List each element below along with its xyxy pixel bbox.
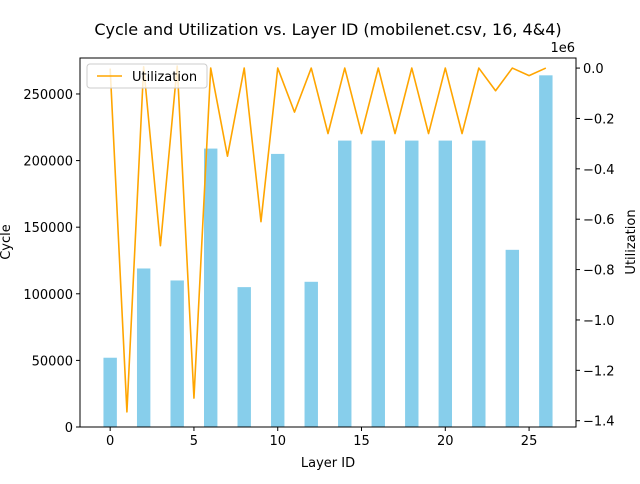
y-tick-label: 250000 [23,88,73,103]
legend-box [86,63,208,89]
x-tick-label: 0 [106,434,114,449]
y-tick-label: 150000 [23,221,73,236]
bar [472,140,486,428]
legend: Utilization [86,63,208,89]
x-tick-label: 20 [437,434,454,449]
y2-tick-label: −0.8 [583,264,615,279]
y2-axis-label: Utilization [624,209,639,274]
y2-offset-label: 1e6 [550,41,575,56]
chart-title: Cycle and Utilization vs. Layer ID (mobi… [94,20,561,39]
bar [103,357,117,427]
bars-layer [103,75,553,428]
y-axis-left: 0 50000 100000 150000 200000 250000 [23,88,80,436]
y-tick-label: 100000 [23,288,73,303]
bar [505,249,520,427]
y2-tick-label: −0.6 [583,213,615,228]
y-tick-label: 0 [65,421,73,436]
x-axis: 0 5 10 15 20 25 [106,427,537,449]
y2-tick-label: −1.2 [583,364,615,379]
y2-tick-label: −1.4 [583,415,615,430]
bar [237,287,251,427]
bar [304,281,318,427]
line-layer [109,65,547,413]
x-tick-label: 10 [269,434,286,449]
y-axis-right: 0.0 −0.2 −0.4 −0.6 −0.8 −1.0 −1.2 −1.4 [576,62,615,430]
plot-frame [79,57,577,428]
legend-label: Utilization [132,70,197,85]
y2-tick-label: −0.2 [583,112,615,127]
bar [136,268,151,427]
bar [170,280,184,427]
bar [539,75,553,427]
bar [204,148,218,427]
x-tick-label: 15 [353,434,370,449]
x-tick-label: 25 [521,434,538,449]
x-tick-label: 5 [190,434,198,449]
y2-tick-label: −1.0 [583,314,615,329]
utilization-line [109,65,547,413]
bar [371,140,385,428]
bar [271,153,285,427]
y-tick-label: 50000 [32,354,73,369]
bar [338,140,352,428]
y-axis-label: Cycle [0,224,14,260]
y-tick-label: 200000 [23,155,73,170]
y2-tick-label: −0.4 [583,163,615,178]
bar [405,140,419,428]
x-axis-label: Layer ID [301,456,355,471]
y2-tick-label: 0.0 [583,62,604,77]
bar [438,140,452,428]
